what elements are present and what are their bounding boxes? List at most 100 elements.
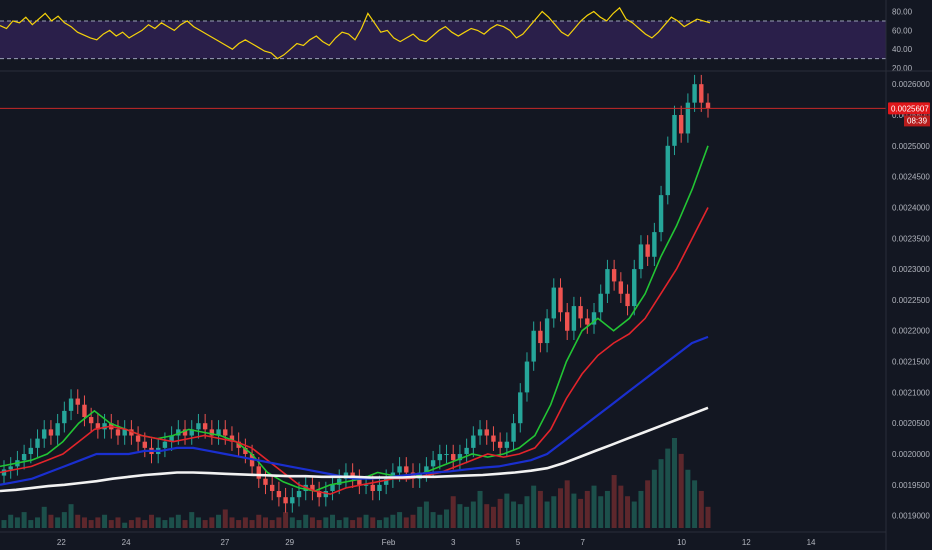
candle-body: [518, 392, 523, 424]
volume-bar: [48, 514, 54, 528]
candle-body: [182, 429, 188, 436]
volume-bar: [122, 522, 128, 528]
candle-body: [35, 438, 40, 448]
candle-body: [290, 497, 295, 504]
volume-bar: [229, 517, 235, 528]
current-price-label: 0.0025607: [891, 104, 929, 113]
volume-bar: [14, 517, 20, 528]
countdown-tag-bg: [904, 115, 930, 127]
time-tick-label: 27: [220, 538, 229, 547]
candle-body: [625, 293, 630, 307]
volume-bar: [175, 514, 181, 528]
candle-body: [605, 269, 610, 294]
candle-body: [357, 478, 362, 485]
volume-bar: [658, 459, 664, 528]
candle-body: [296, 491, 302, 498]
volume-bar: [102, 514, 108, 528]
candle-body: [196, 423, 201, 430]
candle-body: [645, 244, 650, 257]
candle-body: [330, 484, 335, 492]
time-axis[interactable]: 22 24 27 29 Feb 3 5 7 10 12 14: [0, 531, 886, 547]
volume-bar: [209, 517, 215, 528]
price-tick-label: 0.0023000: [892, 265, 930, 274]
candle-body: [162, 441, 168, 448]
volume-bar: [651, 469, 657, 528]
candle-body: [511, 423, 516, 442]
volume-bar: [95, 517, 101, 528]
volume-bar: [564, 480, 570, 528]
volume-bar: [81, 517, 87, 528]
time-tick-label: 3: [451, 538, 456, 547]
countdown-label: 08:39: [907, 116, 928, 125]
candle-body: [558, 287, 563, 313]
volume-bar: [571, 493, 577, 528]
candle-body: [685, 102, 691, 134]
price-tick-label: 0.0020000: [892, 450, 930, 459]
candle-body: [524, 361, 530, 393]
volume-bar: [249, 520, 255, 528]
candle-body: [176, 429, 181, 436]
volume-bar: [363, 514, 369, 528]
volume-bar: [21, 512, 27, 528]
volume-bar: [256, 514, 262, 528]
volume-bar: [108, 520, 114, 528]
volume-bar: [262, 517, 268, 528]
volume-bar: [236, 520, 242, 528]
price-tick-label: 0.0026000: [892, 80, 930, 89]
volume-bar: [497, 498, 503, 528]
volume-bar: [685, 469, 691, 528]
volume-bar: [202, 520, 208, 528]
candle-body: [269, 484, 275, 492]
volume-bar: [316, 520, 322, 528]
candle-body: [310, 484, 315, 492]
volume-bar: [484, 504, 490, 528]
rsi-panel[interactable]: 20.00 40.00 60.00 80.00: [0, 6, 913, 73]
time-tick-label: 10: [677, 538, 686, 547]
candle-body: [444, 454, 449, 456]
candle-body: [337, 478, 342, 485]
volume-bar: [35, 517, 41, 528]
volume-bar: [55, 517, 61, 528]
volume-bar: [450, 496, 456, 528]
volume-bar: [330, 514, 336, 528]
volume-bar: [504, 493, 510, 528]
volume-bar: [182, 520, 188, 528]
current-price-tag: 0.0025607 08:39: [888, 102, 930, 127]
candle-body: [223, 429, 228, 436]
volume-bar: [544, 501, 550, 528]
candle-body: [410, 472, 416, 479]
candle-body: [169, 435, 174, 442]
volume-bar: [242, 517, 248, 528]
volume-bar: [511, 501, 517, 528]
time-tick-label: 24: [122, 538, 131, 547]
rsi-line: [0, 6, 711, 60]
candle-body: [692, 84, 697, 103]
volume-bar: [638, 490, 644, 528]
candle-body: [62, 410, 67, 424]
price-tick-label: 0.0024000: [892, 203, 930, 212]
candle-body: [598, 293, 603, 313]
rsi-axis[interactable]: 20.00 40.00 60.00 80.00: [892, 8, 913, 73]
volume-bar: [531, 485, 537, 528]
candle-body: [544, 318, 550, 344]
volume-bar: [142, 520, 148, 528]
volume-bar: [645, 480, 651, 528]
time-tick-label: Feb: [382, 538, 396, 547]
volume-bar: [115, 517, 121, 528]
candle-body: [202, 423, 208, 430]
volume-bar: [598, 496, 604, 528]
volume-bar: [698, 490, 704, 528]
volume-bar: [464, 506, 470, 528]
volume-bar: [88, 520, 94, 528]
volume-bar: [75, 514, 81, 528]
volume-bar: [376, 520, 382, 528]
volume-bar: [692, 480, 698, 528]
candle-body: [464, 447, 469, 455]
price-panel[interactable]: [0, 74, 886, 528]
volume-bar: [350, 520, 356, 528]
candle-body: [652, 232, 657, 257]
volume-bar: [162, 520, 168, 528]
candle-body: [531, 330, 536, 362]
candle-body: [538, 330, 543, 344]
